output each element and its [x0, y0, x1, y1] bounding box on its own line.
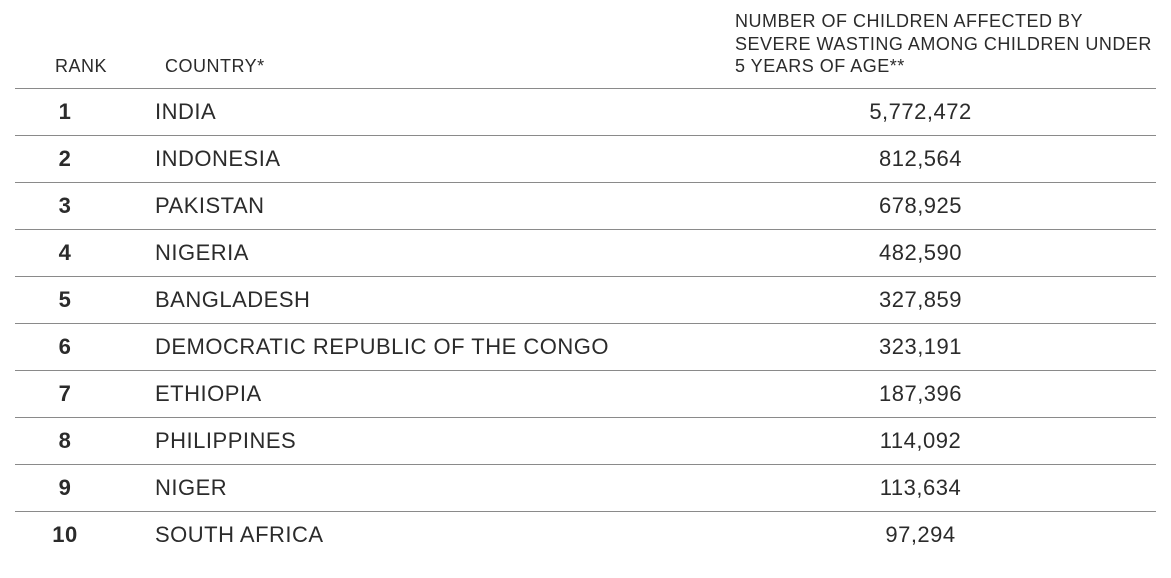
cell-rank: 8: [15, 417, 155, 464]
cell-country: INDONESIA: [155, 135, 725, 182]
cell-number: 678,925: [725, 182, 1156, 229]
cell-number: 812,564: [725, 135, 1156, 182]
cell-number: 482,590: [725, 229, 1156, 276]
cell-rank: 10: [15, 511, 155, 558]
cell-country: PAKISTAN: [155, 182, 725, 229]
table-row: 1 INDIA 5,772,472: [15, 88, 1156, 135]
column-header-rank: RANK: [15, 10, 155, 88]
table-row: 7 ETHIOPIA 187,396: [15, 370, 1156, 417]
cell-rank: 6: [15, 323, 155, 370]
table-row: 8 PHILIPPINES 114,092: [15, 417, 1156, 464]
table-row: 3 PAKISTAN 678,925: [15, 182, 1156, 229]
cell-number: 187,396: [725, 370, 1156, 417]
column-header-country: COUNTRY*: [155, 10, 725, 88]
table-row: 4 NIGERIA 482,590: [15, 229, 1156, 276]
cell-country: SOUTH AFRICA: [155, 511, 725, 558]
table-body: 1 INDIA 5,772,472 2 INDONESIA 812,564 3 …: [15, 88, 1156, 558]
cell-number: 327,859: [725, 276, 1156, 323]
table-row: 6 DEMOCRATIC REPUBLIC OF THE CONGO 323,1…: [15, 323, 1156, 370]
cell-country: NIGERIA: [155, 229, 725, 276]
cell-number: 97,294: [725, 511, 1156, 558]
table-header: RANK COUNTRY* NUMBER OF CHILDREN AFFECTE…: [15, 10, 1156, 88]
cell-rank: 1: [15, 88, 155, 135]
cell-rank: 9: [15, 464, 155, 511]
table-row: 2 INDONESIA 812,564: [15, 135, 1156, 182]
cell-number: 5,772,472: [725, 88, 1156, 135]
ranking-table: RANK COUNTRY* NUMBER OF CHILDREN AFFECTE…: [15, 10, 1156, 558]
cell-country: NIGER: [155, 464, 725, 511]
cell-rank: 2: [15, 135, 155, 182]
cell-country: BANGLADESH: [155, 276, 725, 323]
cell-country: ETHIOPIA: [155, 370, 725, 417]
ranking-table-container: RANK COUNTRY* NUMBER OF CHILDREN AFFECTE…: [0, 0, 1171, 578]
cell-country: INDIA: [155, 88, 725, 135]
cell-rank: 4: [15, 229, 155, 276]
cell-rank: 3: [15, 182, 155, 229]
cell-country: DEMOCRATIC REPUBLIC OF THE CONGO: [155, 323, 725, 370]
cell-number: 114,092: [725, 417, 1156, 464]
cell-rank: 7: [15, 370, 155, 417]
cell-country: PHILIPPINES: [155, 417, 725, 464]
column-header-number: NUMBER OF CHILDREN AFFECTED BY SEVERE WA…: [725, 10, 1156, 88]
table-row: 10 SOUTH AFRICA 97,294: [15, 511, 1156, 558]
table-row: 9 NIGER 113,634: [15, 464, 1156, 511]
cell-number: 323,191: [725, 323, 1156, 370]
cell-number: 113,634: [725, 464, 1156, 511]
table-row: 5 BANGLADESH 327,859: [15, 276, 1156, 323]
cell-rank: 5: [15, 276, 155, 323]
